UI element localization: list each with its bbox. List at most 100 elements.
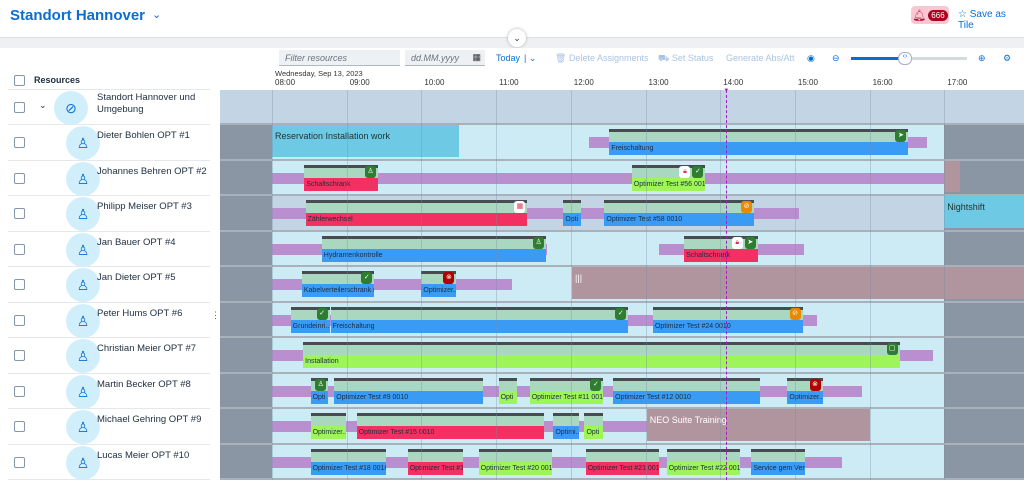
assignment-label: Opti	[563, 213, 581, 226]
resource-row[interactable]: ♙ Johannes Behren OPT #2	[8, 161, 210, 196]
resource-checkbox[interactable]	[14, 279, 25, 290]
reservation-block[interactable]: Reservation Installation work	[272, 125, 459, 157]
assignment-bar[interactable]: Optimizer Test #24 0010 ⊘	[652, 306, 803, 333]
assignment-bar[interactable]: Kabelverteilerschrank re...✓	[301, 271, 375, 297]
assignment-bar[interactable]: Freischaltung ✓	[330, 306, 629, 333]
non-working-time	[944, 231, 1024, 265]
notifications-button[interactable]: 🔔︎ 666	[911, 6, 949, 24]
assignment-bar[interactable]: Schaltschrank 🔒︎ ➤	[684, 235, 758, 262]
page-title[interactable]: Standort Hannover	[10, 7, 146, 24]
resource-checkbox[interactable]	[14, 456, 25, 468]
assignment-bar[interactable]: Optimizer Test #11 0010 ✓	[529, 377, 604, 404]
assignment-bar[interactable]: Optimizer...	[310, 413, 346, 439]
generate-abs-att-button[interactable]: Generate Abs/Att	[726, 53, 795, 63]
assignment-bar[interactable]: Schaltschrank ♙	[304, 164, 379, 191]
resource-checkbox[interactable]	[14, 137, 25, 148]
absence-block[interactable]	[944, 160, 961, 192]
eye-icon[interactable]: ◉	[807, 53, 815, 63]
group-row[interactable]: ⌄ ⊘ Standort Hannover und Umgebung	[8, 90, 210, 125]
resource-row[interactable]: ♙ Lucas Meier OPT #10	[8, 445, 210, 480]
reservation-block[interactable]: Nightshift	[944, 196, 1024, 228]
zoom-slider[interactable]: ‹›	[851, 52, 967, 65]
select-all-checkbox[interactable]	[14, 75, 25, 86]
assignment-bar[interactable]: Optimizer Test #56 0010 🔒︎ ✓	[631, 164, 706, 191]
save-as-tile-button[interactable]: ☆ Save as Tile	[958, 9, 1024, 31]
person-avatar-icon: ♙	[66, 232, 100, 267]
resource-checkbox[interactable]	[14, 421, 25, 432]
assignment-bar[interactable]: Grundeinri... ✓	[290, 306, 330, 333]
assignment-bar[interactable]: Zählerwechsel ▦	[305, 200, 528, 226]
assignment-bar[interactable]: Opti	[563, 200, 581, 226]
absence-block[interactable]: |||	[572, 267, 1024, 299]
assignment-bar[interactable]: Optimizer Test #9 0010	[334, 377, 483, 404]
assignment-bar[interactable]: Optimizer... ⊗	[787, 377, 823, 404]
resource-checkbox[interactable]	[14, 172, 25, 184]
resource-checkbox[interactable]	[14, 350, 25, 361]
chevron-down-icon[interactable]: ⌄	[152, 9, 162, 21]
collapse-chevron-icon[interactable]: ⌄	[39, 100, 47, 110]
zoom-out-icon[interactable]: ⊖	[832, 53, 840, 63]
assignment-bar[interactable]: Optimizer Test #12 0010	[613, 377, 761, 404]
assignment-bar[interactable]: Hydrantenkontrolle ♙	[321, 235, 547, 262]
assignment-bar[interactable]: Optimizer Test #20 0010	[478, 448, 553, 475]
non-working-time	[944, 409, 1024, 443]
assignment-label: Kabelverteilerschrank re...	[301, 284, 375, 297]
resource-checkbox[interactable]	[14, 385, 25, 397]
hour-gridline	[720, 90, 722, 480]
calendar-icon[interactable]: ▦	[472, 52, 481, 62]
resource-checkbox[interactable]	[14, 314, 25, 326]
resource-row[interactable]: ♙ Martin Becker OPT #8	[8, 374, 210, 409]
lock-icon: 🔒︎	[731, 236, 743, 249]
send-icon: ➤	[895, 130, 907, 142]
resource-row[interactable]: ♙ Michael Gehring OPT #9	[8, 409, 210, 445]
zoom-in-icon[interactable]: ⊕	[978, 53, 986, 63]
collapse-header-button[interactable]: ⌄	[508, 29, 526, 47]
assignment-bar[interactable]: Opti ♙	[310, 377, 329, 404]
assignment-bar[interactable]: Optimi...	[553, 413, 579, 439]
settings-gear-icon[interactable]: ⚙	[1003, 53, 1012, 63]
splitter-handle[interactable]: ⋮	[211, 310, 220, 320]
absence-block[interactable]: NEO Suite Training	[646, 409, 870, 441]
filter-resources-input[interactable]: Filter resources	[279, 50, 400, 66]
assignment-bar[interactable]: Opti	[584, 413, 604, 439]
today-dropdown-chevron-icon[interactable]: | ⌄	[524, 53, 537, 63]
resource-row[interactable]: ♙ Dieter Bohlen OPT #1	[8, 125, 210, 161]
set-status-button[interactable]: ⛟ Set Status	[658, 53, 713, 65]
assignment-bar[interactable]: Optimizer... ⊗	[421, 271, 457, 297]
assignment-bar[interactable]: Optimizer Test #1...	[407, 448, 463, 475]
assignment-bar[interactable]: Optimizer Test #58 0010 ⊘	[604, 200, 755, 226]
assignment-bar[interactable]: Optimizer Test #21 0010	[585, 448, 660, 475]
resource-row[interactable]: ♙ Jan Bauer OPT #4	[8, 232, 210, 267]
resource-checkbox[interactable]	[14, 243, 25, 255]
resource-row[interactable]: ♙ Jan Dieter OPT #5	[8, 267, 210, 303]
date-input[interactable]: dd.MM.yyyy ▦	[405, 50, 485, 66]
resource-row[interactable]: ♙ Christian Meier OPT #7	[8, 338, 210, 374]
assignment-bar[interactable]: Opti	[498, 377, 518, 404]
assignment-bar[interactable]: Optimizer Test #15 0010	[356, 413, 544, 439]
square-icon: ▢	[886, 343, 898, 355]
send-icon: ➤	[744, 236, 756, 249]
group-checkbox[interactable]	[14, 102, 25, 113]
zoom-slider-handle[interactable]: ‹›	[898, 52, 912, 65]
resource-row[interactable]: ♙ Peter Hums OPT #6	[8, 303, 210, 338]
person-avatar-icon: ♙	[66, 410, 100, 444]
resource-checkbox[interactable]	[14, 208, 25, 219]
assignment-status-bar	[585, 448, 660, 462]
resources-header: Resources	[8, 70, 210, 90]
assignment-bar[interactable]: Optimizer Test #18 0010	[310, 448, 386, 475]
assignment-bar[interactable]: Service gem Vertr...	[751, 448, 806, 475]
assignment-bar[interactable]: Optimizer Test #22 0010	[666, 448, 741, 475]
trash-icon: 🗑︎	[555, 53, 569, 63]
resource-row[interactable]: ♙ Philipp Meiser OPT #3	[8, 196, 210, 232]
today-button[interactable]: Today	[496, 53, 521, 63]
hour-tick-label: 13:00	[648, 78, 669, 87]
delete-assignments-button[interactable]: 🗑︎ Delete Assignments	[555, 53, 648, 64]
non-working-time	[944, 338, 1024, 372]
set-status-label: Set Status	[671, 53, 714, 63]
assignment-label: Optimizer Test #22 0010	[666, 461, 741, 475]
assignment-bar[interactable]: Installation ▢	[303, 342, 900, 368]
checkmark-icon: ✓	[361, 272, 373, 284]
hour-gridline	[794, 90, 796, 480]
person-avatar-icon: ♙	[66, 197, 100, 231]
assignment-bar[interactable]: Freischaltung ➤	[609, 129, 909, 155]
